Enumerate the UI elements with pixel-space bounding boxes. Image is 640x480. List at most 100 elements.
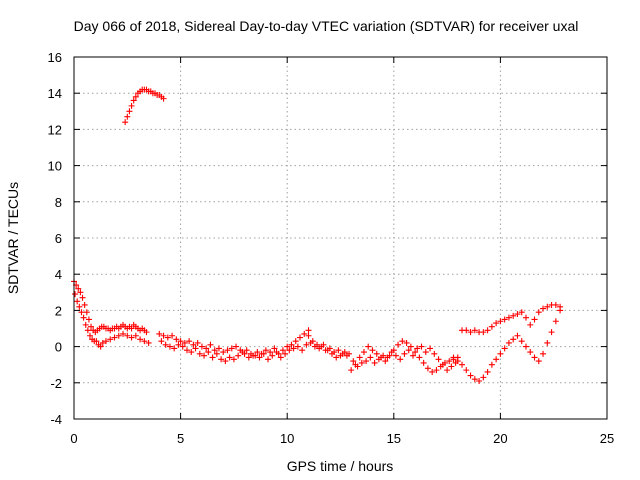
data-point bbox=[424, 365, 431, 372]
data-point bbox=[226, 354, 233, 361]
data-point bbox=[209, 354, 216, 361]
data-point bbox=[356, 354, 363, 361]
data-point bbox=[239, 349, 246, 356]
data-point bbox=[392, 352, 399, 359]
data-point bbox=[395, 341, 402, 348]
y-tick-label: 14 bbox=[48, 86, 62, 101]
data-point bbox=[382, 358, 389, 365]
data-point bbox=[296, 334, 303, 341]
y-tick-label: 8 bbox=[55, 195, 62, 210]
data-point bbox=[203, 345, 210, 352]
y-axis-label: SDTVAR / TECUs bbox=[5, 182, 21, 294]
data-point bbox=[337, 352, 344, 359]
data-point bbox=[175, 341, 182, 348]
data-point bbox=[279, 347, 286, 354]
data-point bbox=[166, 343, 173, 350]
data-point bbox=[132, 93, 139, 100]
data-point bbox=[186, 338, 193, 345]
data-point bbox=[128, 325, 135, 332]
data-point bbox=[493, 320, 500, 327]
data-point bbox=[305, 332, 312, 339]
data-point bbox=[531, 316, 538, 323]
data-point bbox=[307, 339, 314, 346]
data-point bbox=[518, 309, 525, 316]
series-uxal-d bbox=[156, 327, 312, 361]
data-point bbox=[360, 349, 367, 356]
data-point bbox=[552, 301, 559, 308]
data-point bbox=[493, 356, 500, 363]
y-tick-label: 12 bbox=[48, 122, 62, 137]
data-point bbox=[444, 367, 451, 374]
data-point bbox=[535, 358, 542, 365]
data-point bbox=[228, 345, 235, 352]
data-point bbox=[245, 354, 252, 361]
data-point bbox=[412, 349, 419, 356]
y-tick-label: 4 bbox=[55, 267, 62, 282]
axis-ticks: 0 5 10 15 20 25 -4 -2 0 2 4 6 8 10 12 14 16 bbox=[48, 50, 615, 446]
data-point bbox=[141, 338, 148, 345]
x-tick-label: 10 bbox=[280, 431, 294, 446]
data-point bbox=[288, 341, 295, 348]
data-point bbox=[128, 334, 135, 341]
data-point bbox=[207, 341, 214, 348]
data-point bbox=[552, 318, 559, 325]
data-point bbox=[384, 354, 391, 361]
data-point bbox=[335, 347, 342, 354]
data-point bbox=[510, 336, 517, 343]
data-point bbox=[273, 349, 280, 356]
y-tick-label: 2 bbox=[55, 303, 62, 318]
data-point bbox=[173, 336, 180, 343]
data-point bbox=[488, 323, 495, 330]
data-point bbox=[198, 343, 205, 350]
data-point bbox=[160, 95, 167, 102]
y-tick-label: 6 bbox=[55, 231, 62, 246]
y-tick-label: -4 bbox=[50, 412, 62, 427]
data-point bbox=[418, 343, 425, 350]
data-point bbox=[183, 347, 190, 354]
data-point bbox=[414, 345, 421, 352]
data-point bbox=[124, 113, 131, 120]
data-point bbox=[388, 349, 395, 356]
data-point bbox=[488, 361, 495, 368]
data-point bbox=[354, 363, 361, 370]
data-point bbox=[540, 350, 547, 357]
y-tick-label: 0 bbox=[55, 340, 62, 355]
data-point bbox=[341, 349, 348, 356]
data-point bbox=[433, 367, 440, 374]
data-point bbox=[169, 332, 176, 339]
data-point bbox=[328, 350, 335, 357]
data-point bbox=[367, 354, 374, 361]
data-point bbox=[497, 350, 504, 357]
data-point bbox=[111, 334, 118, 341]
series-uxal-e bbox=[158, 338, 310, 365]
data-point bbox=[527, 349, 534, 356]
data-point bbox=[522, 343, 529, 350]
data-point bbox=[192, 345, 199, 352]
data-point bbox=[171, 345, 178, 352]
data-point bbox=[409, 352, 416, 359]
data-point bbox=[145, 339, 152, 346]
data-point bbox=[497, 318, 504, 325]
data-point bbox=[522, 314, 529, 321]
data-point bbox=[220, 349, 227, 356]
data-point bbox=[399, 338, 406, 345]
data-point bbox=[471, 376, 478, 383]
data-point bbox=[371, 359, 378, 366]
data-point bbox=[305, 327, 312, 334]
data-point bbox=[450, 354, 457, 361]
data-point bbox=[190, 341, 197, 348]
data-point bbox=[467, 372, 474, 379]
data-point bbox=[205, 349, 212, 356]
y-tick-label: 10 bbox=[48, 159, 62, 174]
data-point bbox=[557, 303, 564, 310]
series-uxal-h bbox=[450, 307, 564, 384]
data-point bbox=[76, 303, 83, 310]
x-axis-label: GPS time / hours bbox=[287, 458, 394, 474]
data-point bbox=[271, 345, 278, 352]
data-point bbox=[243, 347, 250, 354]
data-point bbox=[363, 358, 370, 365]
data-point bbox=[467, 329, 474, 336]
data-point bbox=[316, 345, 323, 352]
data-point bbox=[137, 336, 144, 343]
data-point bbox=[224, 347, 231, 354]
